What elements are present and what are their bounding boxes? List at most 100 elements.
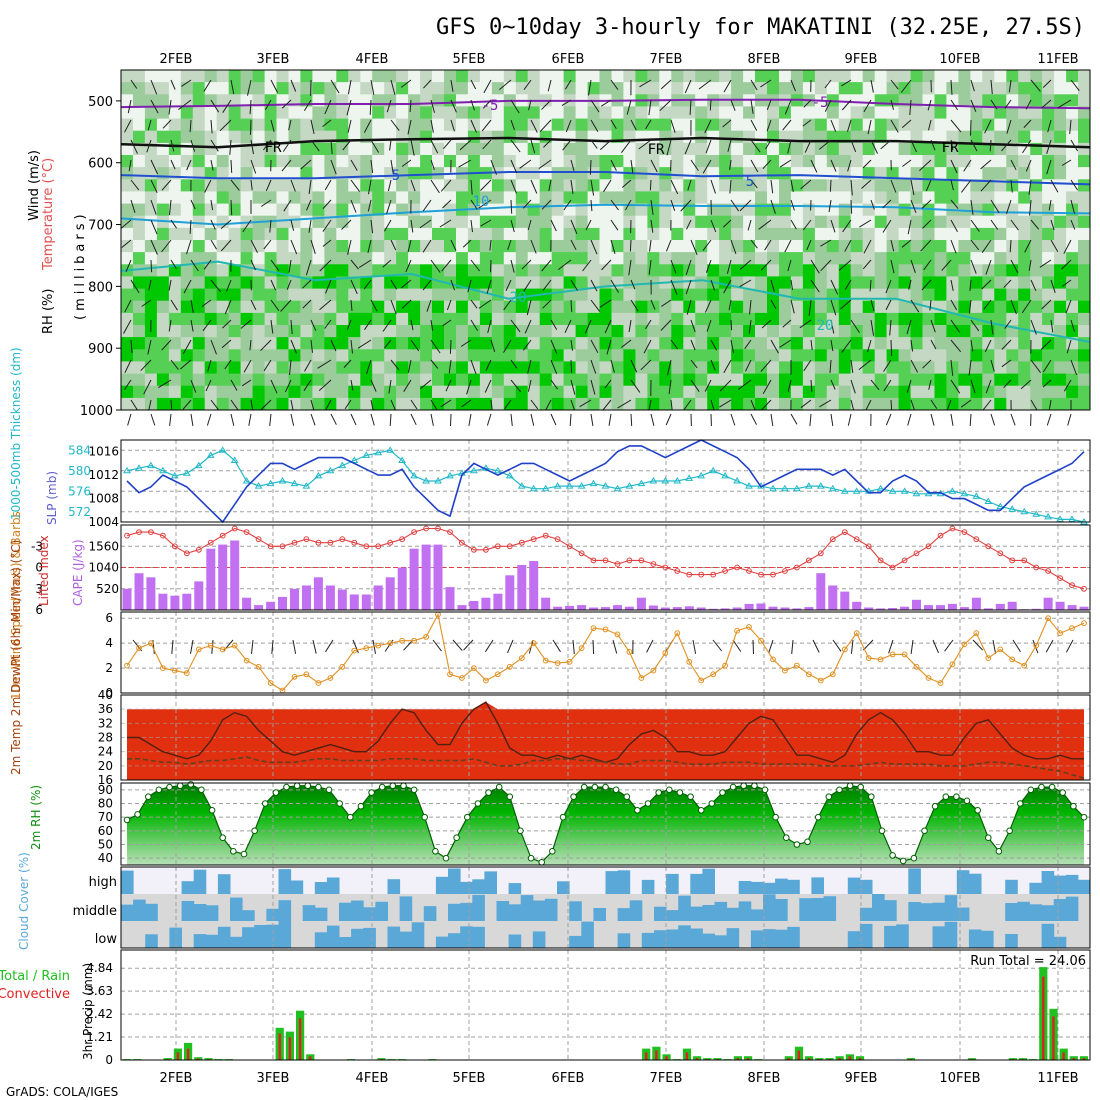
precip-legend-total: Total / Rain [0,969,70,984]
rh-cell [216,276,230,290]
wind-speed-line-point [136,645,142,651]
slp-line [126,439,1085,524]
wind-barb [410,339,420,352]
wind-barb [510,159,518,174]
rh-cell [479,155,493,168]
rh-cell [192,106,206,120]
wind-barb [124,119,132,133]
rh-cell [133,94,146,107]
thickness-line-point [493,466,502,474]
cape-bar [959,607,969,610]
wind-barb [650,159,658,173]
rh-line-point [666,786,673,794]
rh-cell [790,155,804,168]
rh-cell [683,191,696,205]
rh-cell [623,252,636,265]
rh-cell [479,385,493,399]
wind-barb [1042,359,1052,373]
rh-cell [240,325,254,338]
rh-line-point [697,807,705,814]
rh-cell [838,385,852,399]
rh-cell [910,155,924,168]
rh-cell [994,215,1007,229]
rh-cell [240,167,254,180]
precip-convective-bar [298,1018,302,1060]
rh-cell [372,215,385,229]
rh-cell [408,276,421,290]
rh-cell [204,312,218,326]
rh-cell [1030,385,1043,399]
rh-line-point [580,783,588,791]
rh-cell [144,361,158,375]
rh-cell [934,373,948,387]
rh-cell [719,300,732,314]
rh-cell [503,227,517,241]
rh-cell [575,276,589,290]
rh-cell [695,276,708,290]
rh-cell [133,106,146,120]
rh-cell [719,337,732,350]
wind-barb [685,279,692,295]
rh-cell [635,397,648,410]
wind-barb [260,339,272,352]
rh-cell [168,240,182,253]
wind-barb [419,219,432,229]
wind-barb [710,279,716,291]
lifted-index-line-point [183,550,190,557]
rh-cell [312,240,325,253]
thickness-line-point [900,487,909,494]
cape-bar [433,544,443,610]
rh-cell [300,373,313,387]
y-tick-label: 4.84 [86,961,113,975]
rh-cell [515,167,529,180]
rh-cell [204,130,218,144]
wind-barb [347,239,352,255]
wind-barb [510,179,517,194]
rh-cell [216,70,230,83]
panel-frame [120,611,1091,694]
rh-cell [312,155,325,168]
cape-bar [648,605,658,610]
rh-cell [491,252,505,265]
precip-convective-bar [807,1058,811,1060]
rh-cell [575,142,589,156]
rh-cell [874,240,888,253]
rh-line-point [559,813,567,821]
rh-cell [970,191,983,205]
rh-cell [527,227,541,241]
wind-barb [750,79,758,91]
rh-cell [1066,70,1079,83]
wind-barb [130,139,138,154]
rh-cell [240,191,254,205]
cloud-bar [460,902,473,921]
wind-barb [1024,239,1032,253]
y-tick-label: 1000 [80,404,113,419]
wind-barb [752,639,754,655]
rh-line-point [357,802,365,810]
rh-cell [180,325,194,338]
rh-cell [336,385,349,399]
rh-cell [647,227,660,241]
wind-barb [247,79,252,96]
wind-barb [829,179,832,192]
rh-cell [228,106,242,120]
thickness-line-point [649,477,658,484]
rh-cell [755,191,768,205]
rh-cell [144,312,158,326]
wind-barb [489,239,492,251]
rh-cell [252,155,266,168]
cape-bar [1079,606,1089,610]
cloud-bar [423,906,437,921]
rh-cell [755,82,768,95]
rh-cell [1066,82,1079,95]
rh-cell [539,349,553,362]
wind-barb [832,639,842,652]
rh-cell [396,191,409,205]
rh-cell [707,227,720,241]
rh-cell [264,179,278,192]
rh-cell [396,361,409,375]
rh-cell [551,191,565,205]
rh-line-point [198,786,205,794]
wind-barb [910,339,914,352]
wind-barb [541,99,552,110]
